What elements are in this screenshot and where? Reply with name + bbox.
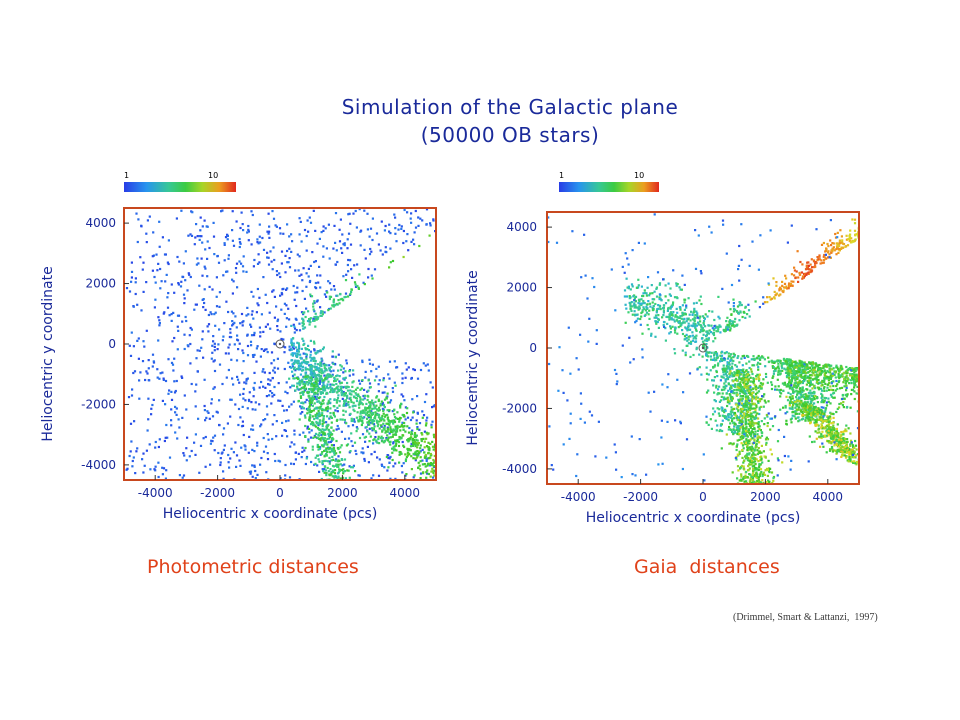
y-tick-label: -4000 bbox=[81, 458, 116, 472]
y-tick-label: -4000 bbox=[502, 462, 537, 476]
y-axis-label: Heliocentric y coordinate bbox=[465, 270, 481, 445]
gaia-panel: 1 10 -4000 -2000 0 2000 4000 4000 2000 0 -2000 -400… bbox=[465, 171, 860, 526]
gaia-subtitle: Gaia distances bbox=[634, 556, 780, 578]
y-tick-label: 4000 bbox=[85, 216, 116, 230]
x-tick-label: 0 bbox=[276, 486, 284, 500]
x-axis-label: Heliocentric x coordinate (pcs) bbox=[163, 506, 378, 522]
colorbar-tick-label: 1 bbox=[124, 171, 129, 180]
density-map bbox=[547, 213, 859, 484]
y-tick-label: 4000 bbox=[506, 220, 537, 234]
sun-marker bbox=[698, 343, 708, 353]
y-tick-label: 0 bbox=[108, 337, 116, 351]
x-tick-label: -4000 bbox=[561, 490, 596, 504]
y-tick-label: 0 bbox=[529, 341, 537, 355]
x-tick-label: -2000 bbox=[623, 490, 658, 504]
x-tick-label: -2000 bbox=[200, 486, 235, 500]
x-tick-label: 2000 bbox=[327, 486, 358, 500]
colorbar-tick-label: 10 bbox=[208, 171, 218, 180]
x-tick-label: 2000 bbox=[750, 490, 781, 504]
photometric-panel: 1 10 -4000 -2000 0 2000 4000 4000 2000 0 -2000 -400… bbox=[40, 171, 437, 522]
chart-subtitle: (50000 OB stars) bbox=[420, 123, 600, 147]
chart-title: Simulation of the Galactic plane bbox=[341, 95, 679, 119]
x-axis-label: Heliocentric x coordinate (pcs) bbox=[586, 510, 801, 526]
x-tick-label: 4000 bbox=[813, 490, 844, 504]
y-axis-label: Heliocentric y coordinate bbox=[40, 266, 56, 441]
colorbar-tick-label: 10 bbox=[634, 171, 644, 180]
citation: (Drimmel, Smart & Lattanzi, 1997) bbox=[733, 612, 878, 623]
y-tick-label: 2000 bbox=[85, 277, 116, 291]
sun-marker-dot bbox=[701, 346, 705, 350]
density-map bbox=[125, 208, 436, 480]
x-tick-label: 4000 bbox=[390, 486, 421, 500]
x-tick-label: -4000 bbox=[138, 486, 173, 500]
y-tick-label: 2000 bbox=[506, 281, 537, 295]
photometric-subtitle: Photometric distances bbox=[147, 556, 359, 578]
colorbar-tick-label: 1 bbox=[559, 171, 564, 180]
x-tick-label: 0 bbox=[699, 490, 707, 504]
y-tick-label: -2000 bbox=[81, 397, 116, 411]
y-tick-label: -2000 bbox=[502, 401, 537, 415]
colorbar bbox=[124, 182, 236, 192]
sun-marker-dot bbox=[278, 342, 282, 346]
colorbar bbox=[559, 182, 659, 192]
sun-marker bbox=[275, 339, 285, 349]
